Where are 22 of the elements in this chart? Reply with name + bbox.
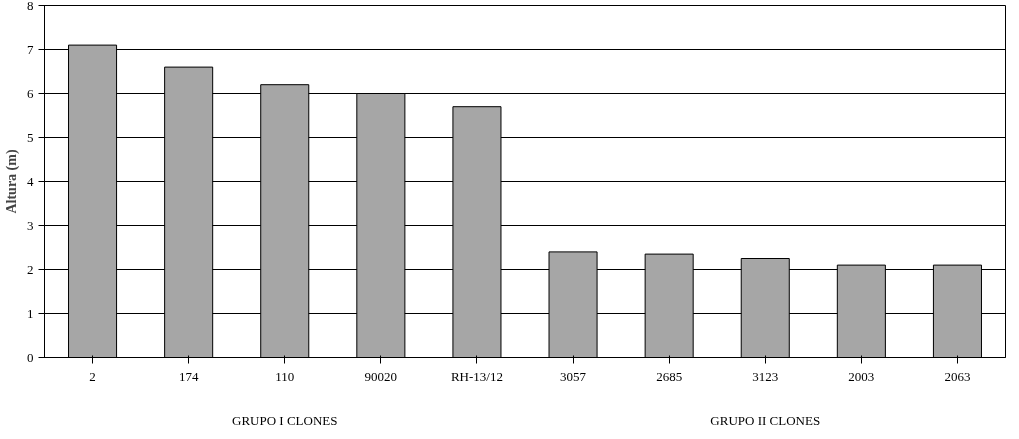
x-tick-label: 2 — [89, 368, 96, 384]
y-axis-title: Altura (m) — [4, 149, 20, 214]
x-tick-label: 2685 — [656, 368, 683, 384]
x-tick-label: 2063 — [944, 368, 971, 384]
x-tick-label: 110 — [275, 368, 295, 384]
x-tick-label: 3123 — [752, 368, 779, 384]
x-tick-label: 174 — [178, 368, 199, 384]
y-tick-label: 7 — [27, 41, 34, 57]
y-tick-label: 0 — [27, 349, 34, 365]
x-tick-label: 3057 — [560, 368, 587, 384]
y-tick-label: 8 — [27, 0, 34, 13]
y-tick-label: 1 — [27, 305, 34, 321]
y-tick-label: 5 — [27, 129, 34, 145]
text: GRUPO I CLONES — [232, 412, 338, 428]
x-tick-label: 2003 — [848, 368, 875, 384]
text: GRUPO II CLONES — [710, 412, 821, 428]
x-tick-label: RH-13/12 — [450, 368, 503, 384]
y-tick-label: 4 — [27, 173, 34, 189]
y-tick-label: 3 — [27, 217, 34, 233]
x-tick-label: 90020 — [364, 368, 398, 384]
y-tick-label: 2 — [27, 261, 34, 277]
y-tick-label: 6 — [27, 85, 34, 101]
